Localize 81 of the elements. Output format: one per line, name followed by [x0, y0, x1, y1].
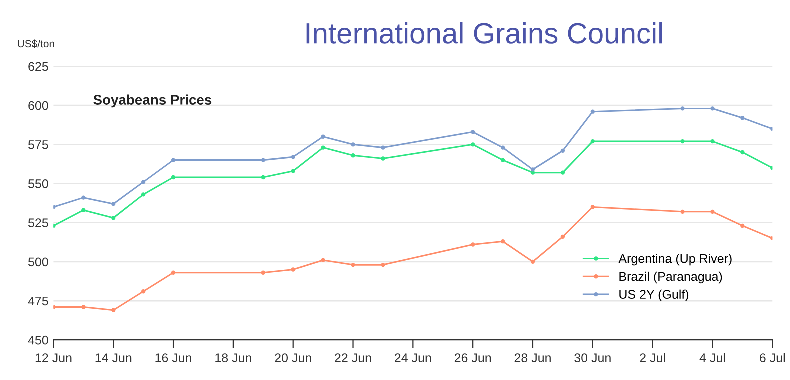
- point: [680, 139, 685, 144]
- point: [500, 146, 506, 150]
- point: [82, 305, 86, 310]
- point: [171, 175, 176, 180]
- point: [740, 116, 745, 120]
- point: [291, 155, 296, 160]
- point: [321, 134, 326, 139]
- point: [171, 158, 176, 162]
- point: [710, 106, 715, 111]
- line-series: [54, 106, 773, 210]
- y-tick-label: 525: [28, 218, 48, 228]
- point: [82, 208, 86, 212]
- point: [560, 170, 566, 175]
- point: [470, 142, 476, 147]
- x-tick-label: 18 Jun: [216, 354, 252, 362]
- line-series: [54, 139, 773, 228]
- point: [381, 156, 386, 161]
- chart-title: International Grains Council: [306, 22, 662, 44]
- x-tick-label: 14 Jun: [96, 354, 132, 362]
- point: [351, 262, 356, 268]
- point: [321, 258, 326, 262]
- legend-label: Brazil (Paranagua): [620, 272, 722, 284]
- point: [381, 262, 386, 268]
- point: [82, 196, 86, 200]
- point: [680, 210, 685, 214]
- point: [470, 130, 476, 134]
- y-tick-label: 475: [28, 296, 48, 306]
- point: [710, 139, 715, 144]
- legend-label: US 2Y (Gulf): [620, 290, 689, 302]
- text: Soyabeans Prices: [94, 94, 212, 108]
- point: [590, 205, 595, 210]
- point: [530, 260, 536, 264]
- x-tick-label: 4 Jul: [700, 353, 726, 362]
- y-tick-label: 450: [28, 336, 48, 345]
- x-tick-label: 20 Jun: [275, 354, 312, 362]
- line-series: [54, 205, 773, 312]
- point: [112, 308, 116, 312]
- point: [261, 175, 266, 180]
- point: [171, 270, 176, 275]
- point: [560, 148, 566, 154]
- x-tick-label: 24 Jun: [395, 354, 432, 362]
- point: [560, 234, 566, 239]
- point: [142, 180, 146, 184]
- x-tick-label: 16 Jun: [156, 354, 192, 362]
- point: [590, 139, 595, 144]
- point: [530, 168, 536, 172]
- y-tick-label: 575: [28, 140, 48, 150]
- point: [530, 170, 536, 175]
- y-tick-label: 625: [28, 62, 48, 72]
- x-tick-label: 12 Jun: [36, 354, 72, 362]
- point: [112, 202, 116, 206]
- point: [710, 210, 715, 214]
- point: [740, 224, 745, 228]
- y-tick-label: 550: [28, 180, 48, 188]
- point: [740, 150, 745, 155]
- point: [500, 240, 506, 244]
- x-tick-label: 28 Jun: [514, 354, 551, 362]
- point: [291, 169, 296, 174]
- legend-label: Argentina (Up River): [618, 254, 732, 266]
- point: [590, 110, 595, 114]
- x-tick-label: 2 Jul: [640, 353, 666, 362]
- x-tick-label: 30 Jun: [574, 354, 611, 362]
- point: [500, 158, 506, 162]
- y-tick-label: 500: [28, 258, 48, 267]
- point: [680, 106, 685, 111]
- point: [351, 154, 356, 158]
- point: [142, 192, 146, 197]
- point: [142, 290, 146, 294]
- y-tick-label: 600: [28, 101, 48, 110]
- point: [470, 242, 476, 247]
- point: [261, 270, 266, 275]
- y-axis-title: US$/ton: [18, 40, 54, 48]
- x-tick-label: 22 Jun: [335, 354, 372, 362]
- point: [381, 146, 386, 150]
- point: [291, 268, 296, 272]
- x-tick-label: 6 Jul: [760, 353, 785, 362]
- x-tick-label: 26 Jun: [454, 354, 492, 362]
- point: [321, 146, 326, 150]
- point: [261, 158, 266, 162]
- point: [351, 142, 356, 147]
- point: [112, 216, 116, 220]
